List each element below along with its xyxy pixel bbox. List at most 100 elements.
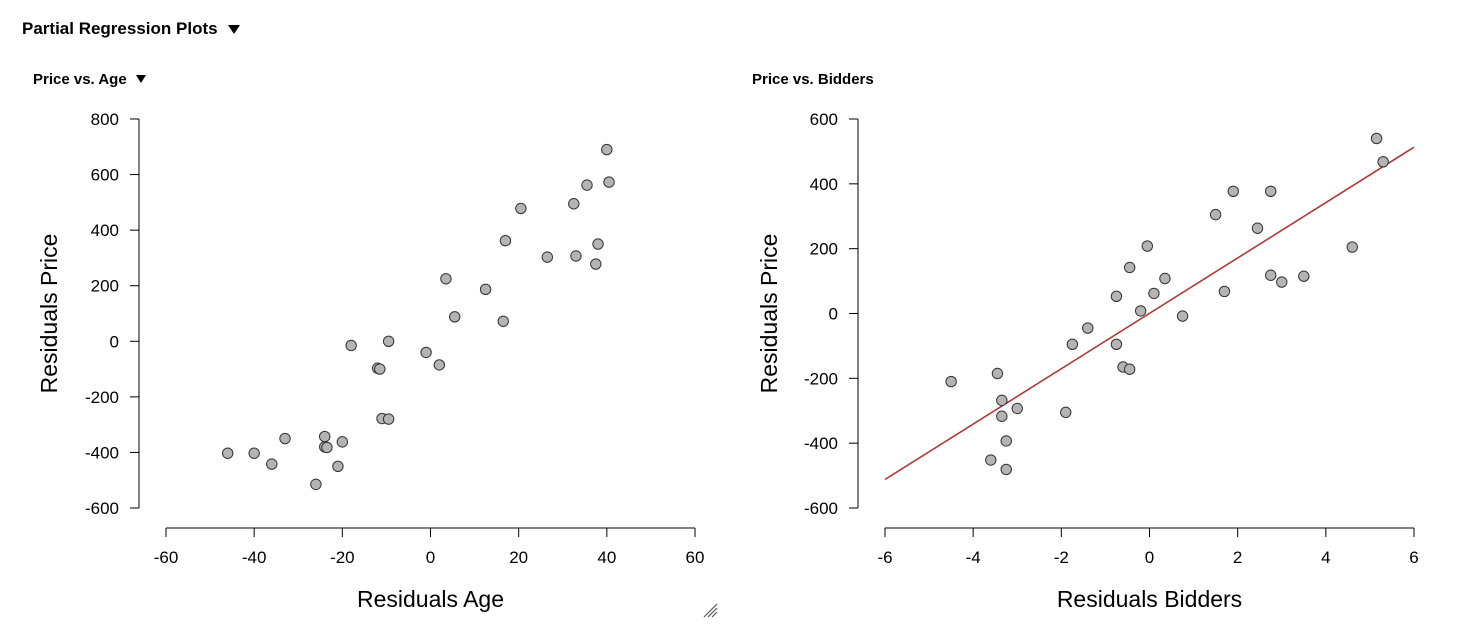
data-point — [568, 198, 580, 210]
y-tick-label: 400 — [810, 175, 838, 194]
plot-dropdown-caret-icon[interactable] — [135, 75, 146, 83]
section-header-partial-regression[interactable]: Partial Regression Plots — [22, 17, 240, 41]
data-point — [581, 179, 593, 191]
y-tick-label: -600 — [804, 499, 838, 518]
data-point — [570, 250, 582, 262]
x-tick-label: -2 — [1054, 548, 1069, 567]
data-point — [279, 432, 291, 445]
data-point — [1176, 310, 1189, 322]
y-tick-label: 200 — [810, 240, 838, 259]
data-point — [420, 346, 432, 359]
data-point — [1159, 272, 1171, 285]
data-point — [345, 339, 357, 352]
data-point — [321, 441, 333, 454]
x-tick-label: 4 — [1321, 548, 1330, 567]
x-tick-label: 0 — [1145, 548, 1154, 567]
data-point — [590, 258, 602, 270]
data-point — [1251, 222, 1264, 234]
x-tick-label: -4 — [966, 548, 981, 567]
data-point — [382, 413, 395, 425]
data-point — [248, 447, 260, 459]
regression-fit-line — [884, 146, 1415, 481]
data-point — [433, 359, 446, 371]
data-point — [1276, 276, 1288, 288]
data-point — [336, 436, 349, 448]
data-point — [1066, 338, 1079, 350]
y-tick-label: 0 — [829, 305, 838, 324]
data-point — [601, 143, 613, 156]
data-point — [374, 363, 386, 375]
x-tick-label: -20 — [330, 548, 355, 567]
y-axis-title: Residuals Price — [36, 234, 62, 394]
y-tick-label: 800 — [91, 110, 119, 129]
data-point — [996, 394, 1008, 407]
data-point — [1265, 185, 1277, 197]
data-point — [996, 410, 1008, 422]
y-tick-label: 0 — [110, 332, 119, 351]
data-point — [541, 251, 554, 263]
data-point — [1110, 290, 1123, 303]
data-point — [1134, 305, 1147, 317]
y-tick-label: 600 — [810, 110, 838, 129]
data-point — [1265, 269, 1277, 281]
data-point — [497, 315, 509, 327]
plot-title-price-vs-age: Price vs. Age — [33, 70, 127, 88]
y-tick-label: 600 — [91, 166, 119, 185]
x-tick-label: 6 — [1409, 548, 1418, 567]
data-point — [382, 335, 395, 347]
data-point — [1227, 185, 1239, 197]
data-point — [1370, 132, 1383, 145]
data-point — [1011, 402, 1023, 415]
data-point — [1218, 285, 1231, 298]
data-point — [1000, 435, 1012, 447]
data-point — [1123, 261, 1136, 274]
data-point — [1000, 463, 1012, 476]
data-point — [310, 478, 322, 491]
data-point — [1141, 240, 1153, 252]
x-axis-title: Residuals Bidders — [1057, 586, 1242, 612]
data-point — [1060, 406, 1072, 419]
data-point — [1298, 270, 1310, 282]
data-point — [603, 176, 615, 188]
data-point — [1209, 208, 1222, 221]
section-title: Partial Regression Plots — [22, 19, 218, 38]
data-point — [499, 235, 512, 247]
x-tick-label: 40 — [597, 548, 616, 567]
data-point — [1110, 338, 1123, 350]
data-point — [1123, 363, 1136, 375]
plot-title-price-vs-bidders: Price vs. Bidders — [752, 70, 874, 88]
y-axis-title: Residuals Price — [756, 234, 782, 394]
y-tick-label: -200 — [85, 388, 119, 407]
data-point — [945, 375, 957, 388]
y-tick-label: -400 — [804, 434, 838, 453]
x-tick-label: -60 — [154, 548, 179, 567]
section-dropdown-caret-icon[interactable] — [227, 24, 240, 34]
x-axis-title: Residuals Age — [357, 586, 504, 612]
plot-header-price-vs-age[interactable]: Price vs. Age — [33, 68, 146, 90]
data-point — [266, 458, 278, 470]
x-tick-label: 0 — [426, 548, 435, 567]
data-point — [1082, 322, 1094, 334]
y-tick-label: 200 — [91, 277, 119, 296]
data-point — [991, 367, 1004, 380]
x-tick-label: 60 — [686, 548, 705, 567]
data-point — [1346, 241, 1358, 253]
y-tick-label: -400 — [85, 443, 119, 462]
resize-handle-icon[interactable] — [698, 598, 718, 618]
data-point — [515, 202, 527, 215]
data-point — [1148, 287, 1160, 300]
data-point — [985, 454, 997, 466]
plot-header-price-vs-bidders: Price vs. Bidders — [752, 68, 874, 90]
data-point — [592, 238, 604, 250]
x-tick-label: -40 — [242, 548, 267, 567]
data-point — [440, 273, 452, 285]
data-point — [449, 311, 461, 323]
y-tick-label: -200 — [804, 369, 838, 388]
x-tick-label: 2 — [1233, 548, 1242, 567]
data-point — [1377, 156, 1389, 168]
x-tick-label: -6 — [877, 548, 892, 567]
data-point — [222, 447, 234, 459]
data-point — [479, 283, 492, 296]
